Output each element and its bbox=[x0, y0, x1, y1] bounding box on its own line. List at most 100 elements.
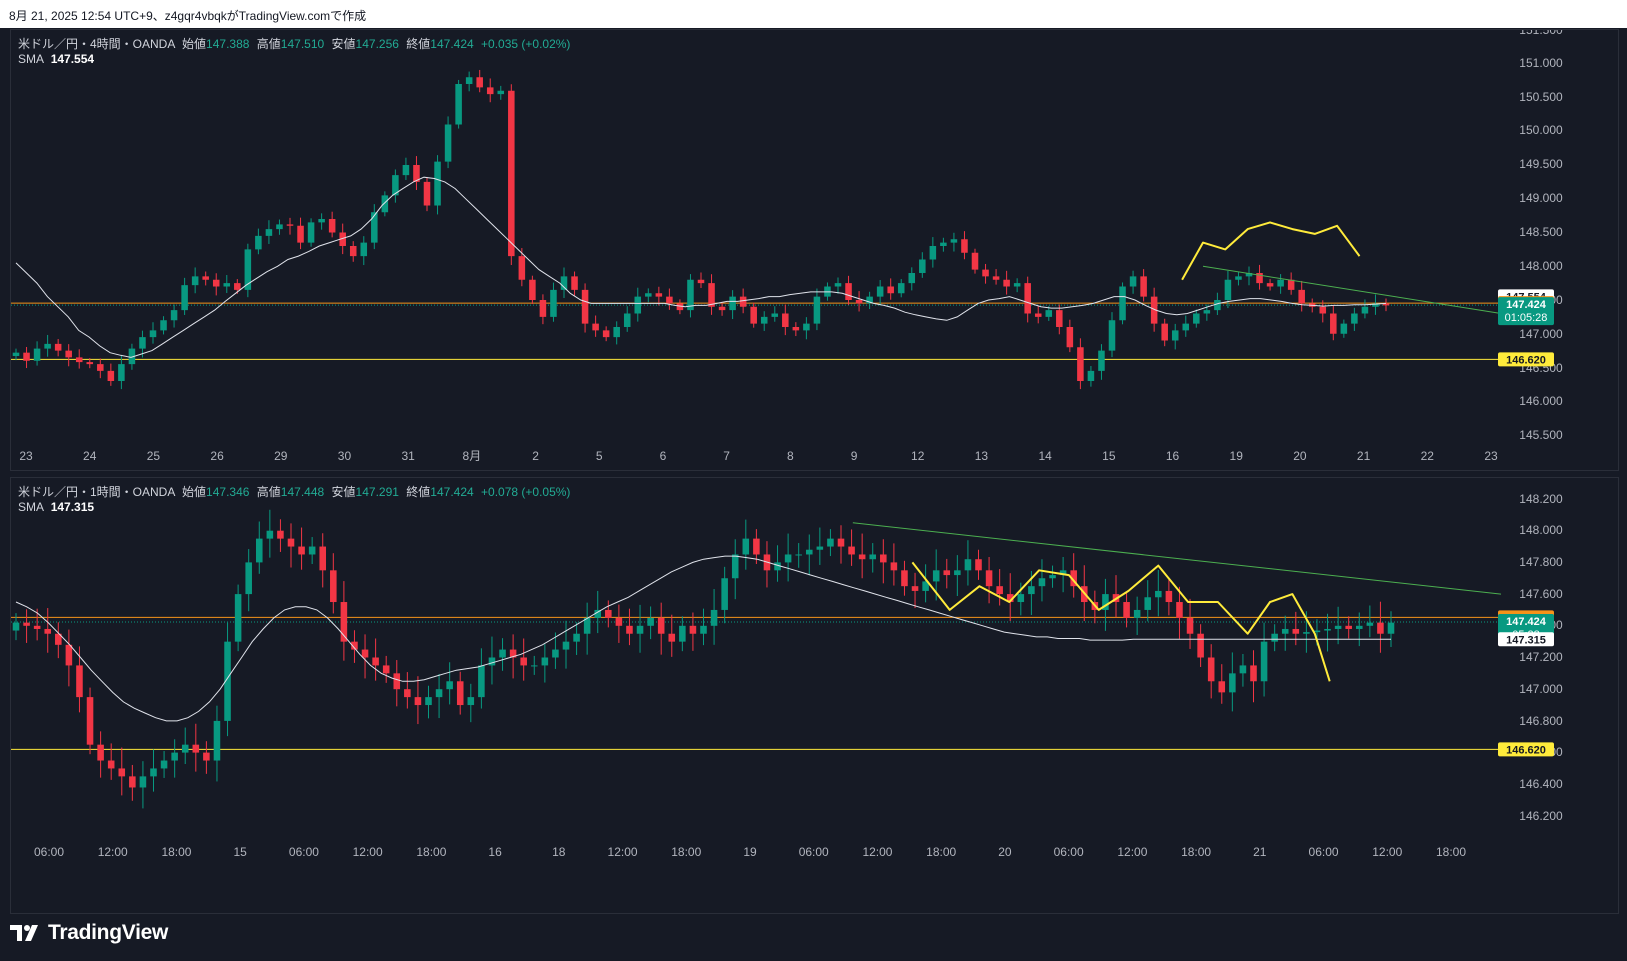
y-tick-label: 148.500 bbox=[1519, 225, 1563, 239]
x-tick-label: 15 bbox=[1102, 449, 1116, 463]
price-tag-label: 147.315 bbox=[1506, 634, 1546, 646]
candle bbox=[964, 559, 972, 571]
candle bbox=[435, 689, 443, 698]
candle bbox=[529, 279, 536, 300]
candle bbox=[1155, 590, 1162, 598]
candle bbox=[476, 77, 483, 88]
candle bbox=[890, 562, 898, 571]
candle bbox=[530, 665, 538, 667]
price-tag bbox=[1498, 632, 1554, 647]
candle bbox=[1087, 370, 1095, 381]
candle bbox=[539, 300, 547, 317]
legend-symbol: 米ドル／円・4時間・OANDA bbox=[18, 37, 175, 51]
x-tick-label: 12:00 bbox=[98, 845, 128, 859]
drawing-path bbox=[911, 561, 1331, 682]
candle bbox=[319, 546, 327, 571]
candle bbox=[255, 538, 263, 563]
candle bbox=[160, 320, 167, 331]
y-tick-label: 147.600 bbox=[1519, 587, 1563, 601]
sma-value: 147.554 bbox=[50, 52, 95, 66]
candle bbox=[128, 348, 136, 365]
candle bbox=[392, 175, 399, 196]
candle bbox=[202, 276, 209, 280]
legend-close: 147.424 bbox=[430, 37, 474, 51]
candle bbox=[668, 633, 676, 642]
chart-canvas-4h[interactable]: 145.500146.000146.500147.000147.500148.0… bbox=[11, 30, 1618, 470]
legend-high-label: 高値 bbox=[256, 37, 281, 51]
candle bbox=[234, 283, 241, 290]
candle bbox=[887, 286, 894, 294]
candle bbox=[697, 279, 705, 284]
candle bbox=[961, 239, 968, 253]
footer-brand[interactable]: TradingView bbox=[10, 918, 168, 948]
candle bbox=[33, 348, 41, 361]
candle bbox=[541, 657, 549, 666]
candle bbox=[996, 586, 1003, 595]
x-tick-label: 2 bbox=[532, 449, 539, 463]
candle bbox=[679, 625, 686, 642]
candle bbox=[1298, 289, 1305, 304]
candle bbox=[434, 161, 441, 206]
candle bbox=[689, 625, 697, 634]
candle bbox=[975, 559, 982, 571]
legend-sma-1h: SMA 147.315 bbox=[18, 500, 94, 514]
candle bbox=[982, 269, 989, 277]
candle bbox=[657, 617, 665, 634]
candle bbox=[626, 625, 633, 634]
candle bbox=[44, 628, 52, 634]
legend-low-label: 安値 bbox=[331, 37, 356, 51]
candle bbox=[932, 570, 940, 582]
y-tick-label: 150.000 bbox=[1519, 123, 1563, 137]
chart-panel-4h[interactable]: 145.500146.000146.500147.000147.500148.0… bbox=[10, 29, 1619, 471]
candle bbox=[1260, 641, 1268, 682]
x-tick-label: 20 bbox=[1293, 449, 1307, 463]
y-tick-label: 149.500 bbox=[1519, 157, 1563, 171]
candle bbox=[1038, 578, 1046, 587]
chart-canvas-1h[interactable]: 146.200146.400146.600146.800147.000147.2… bbox=[11, 478, 1618, 913]
x-tick-label: 13 bbox=[975, 449, 989, 463]
candle bbox=[361, 649, 369, 658]
candle bbox=[562, 641, 570, 650]
candle bbox=[298, 546, 305, 555]
x-tick-label: 19 bbox=[1230, 449, 1244, 463]
candle bbox=[1214, 300, 1221, 311]
candle bbox=[139, 337, 146, 349]
candle bbox=[1102, 594, 1109, 610]
candle bbox=[266, 530, 274, 539]
candle bbox=[816, 546, 824, 550]
candle bbox=[413, 165, 420, 182]
x-tick-label: 06:00 bbox=[289, 845, 319, 859]
candle bbox=[750, 306, 757, 324]
candle bbox=[181, 285, 188, 311]
y-tick-label: 147.800 bbox=[1519, 555, 1563, 569]
legend-4h: 米ドル／円・4時間・OANDA 始値147.388 高値147.510 安値14… bbox=[18, 35, 570, 52]
candle bbox=[848, 546, 855, 555]
candle bbox=[1239, 665, 1247, 674]
candle bbox=[1313, 630, 1321, 633]
candle bbox=[1013, 283, 1021, 287]
chart-panel-1h[interactable]: 146.200146.400146.600146.800147.000147.2… bbox=[10, 477, 1619, 914]
candle bbox=[508, 90, 515, 257]
candle bbox=[602, 330, 610, 338]
candle bbox=[919, 259, 926, 273]
candle bbox=[65, 350, 72, 358]
candle bbox=[858, 554, 866, 560]
y-tick-label: 148.000 bbox=[1519, 259, 1563, 273]
candle bbox=[666, 296, 673, 304]
candle bbox=[478, 665, 485, 698]
x-tick-label: 06:00 bbox=[1054, 845, 1084, 859]
x-tick-label: 18:00 bbox=[1436, 845, 1466, 859]
candle bbox=[1133, 609, 1141, 618]
candle bbox=[985, 570, 993, 587]
candle bbox=[1207, 657, 1215, 682]
candle bbox=[509, 649, 517, 658]
candle bbox=[845, 283, 852, 300]
legend-high: 147.448 bbox=[280, 485, 325, 499]
x-tick-label: 8月 bbox=[463, 449, 482, 463]
candle bbox=[1303, 632, 1310, 634]
candle bbox=[486, 87, 494, 95]
candle bbox=[255, 235, 262, 250]
candle bbox=[1324, 628, 1331, 631]
candle bbox=[645, 293, 652, 297]
candle bbox=[191, 276, 199, 286]
